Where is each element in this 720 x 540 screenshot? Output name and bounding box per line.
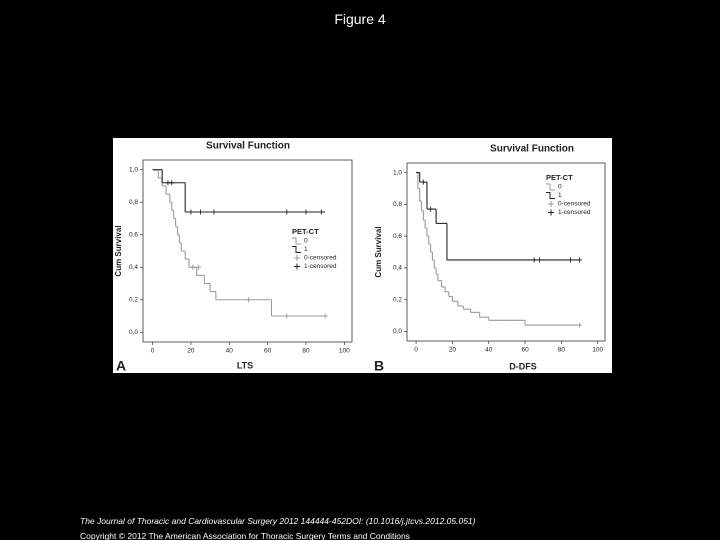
y-tick-label: 0,2 [129,296,138,303]
censor-mark [245,297,251,303]
censor-mark [577,257,583,263]
x-tick-label: 60 [521,347,529,354]
legend-title: PET-CT [292,227,319,236]
chart-title: Survival Function [206,141,290,152]
y-tick-label: 0,4 [129,264,138,271]
legend-marker [294,255,300,261]
censor-mark [318,209,324,215]
legend-swatch [546,183,555,191]
y-tick-label: 0,8 [393,201,402,208]
censor-mark [198,209,204,215]
slide-title: Figure 4 [334,11,386,27]
legend-label: 1 [304,246,308,253]
terms-link[interactable]: Terms and Conditions [327,531,410,540]
legend-swatch [292,246,301,253]
chart-title: Survival Function [490,144,574,155]
legend-marker [294,263,300,270]
y-tick-label: 0,6 [129,231,138,238]
legend-marker [548,201,554,207]
y-tick-label: 0,0 [129,329,138,336]
x-axis-label: D-DFS [509,361,537,371]
legend-label: 0-censored [304,255,337,262]
copyright-line: Copyright © 2012 The American Associatio… [80,529,475,540]
censor-mark [420,179,426,185]
censor-mark [211,209,217,215]
legend-title: PET-CT [546,173,573,182]
legend-swatch [546,192,555,199]
legend-label: 0 [304,238,308,245]
citation: The Journal of Thoracic and Cardiovascul… [80,516,476,526]
figure-background [113,138,612,373]
footer: The Journal of Thoracic and Cardiovascul… [80,514,475,540]
y-tick-label: 0,2 [393,296,402,303]
legend-swatch [292,237,301,245]
censor-mark [577,322,583,328]
censor-mark [322,313,328,319]
legend-label: 1-censored [558,209,591,216]
legend-label: 0 [558,184,562,191]
y-axis-label: Cum Survival [374,226,383,277]
censor-mark [284,313,290,319]
x-tick-label: 20 [449,347,457,354]
legend-label: 1 [558,192,562,199]
panel-letter: B [374,358,384,374]
x-axis-label: LTS [237,360,253,370]
x-tick-label: 0 [151,348,155,355]
y-tick-label: 1,0 [393,169,402,176]
censor-mark [531,257,537,263]
legend-label: 1-censored [304,263,337,270]
x-tick-label: 100 [592,347,603,354]
censor-mark [567,257,573,263]
x-tick-label: 40 [485,347,493,354]
censor-mark [537,257,543,263]
censor-mark [303,209,309,215]
copyright: Copyright © 2012 The American Associatio… [80,531,326,540]
x-tick-label: 20 [187,348,195,355]
x-tick-label: 40 [226,348,234,355]
censor-mark [169,180,175,186]
panel-letter: A [116,358,126,374]
x-tick-label: 0 [414,347,418,354]
y-tick-label: 0,6 [393,233,402,240]
legend-marker [548,209,554,216]
censor-mark [188,209,194,215]
censor-mark [428,206,434,212]
x-tick-label: 60 [264,348,272,355]
y-tick-label: 0,8 [129,199,138,206]
x-tick-label: 80 [302,348,310,355]
y-tick-label: 0,0 [393,328,402,335]
plot-frame [142,159,353,343]
censor-mark [284,209,290,215]
x-tick-label: 100 [339,348,350,355]
x-tick-label: 80 [558,347,566,354]
legend-label: 0-censored [558,201,591,208]
censor-mark [196,264,202,270]
censor-mark [190,264,196,270]
y-tick-label: 1,0 [129,166,138,173]
y-tick-label: 0,4 [393,265,402,272]
plot-frame [406,162,606,342]
y-axis-label: Cum Survival [114,225,123,276]
